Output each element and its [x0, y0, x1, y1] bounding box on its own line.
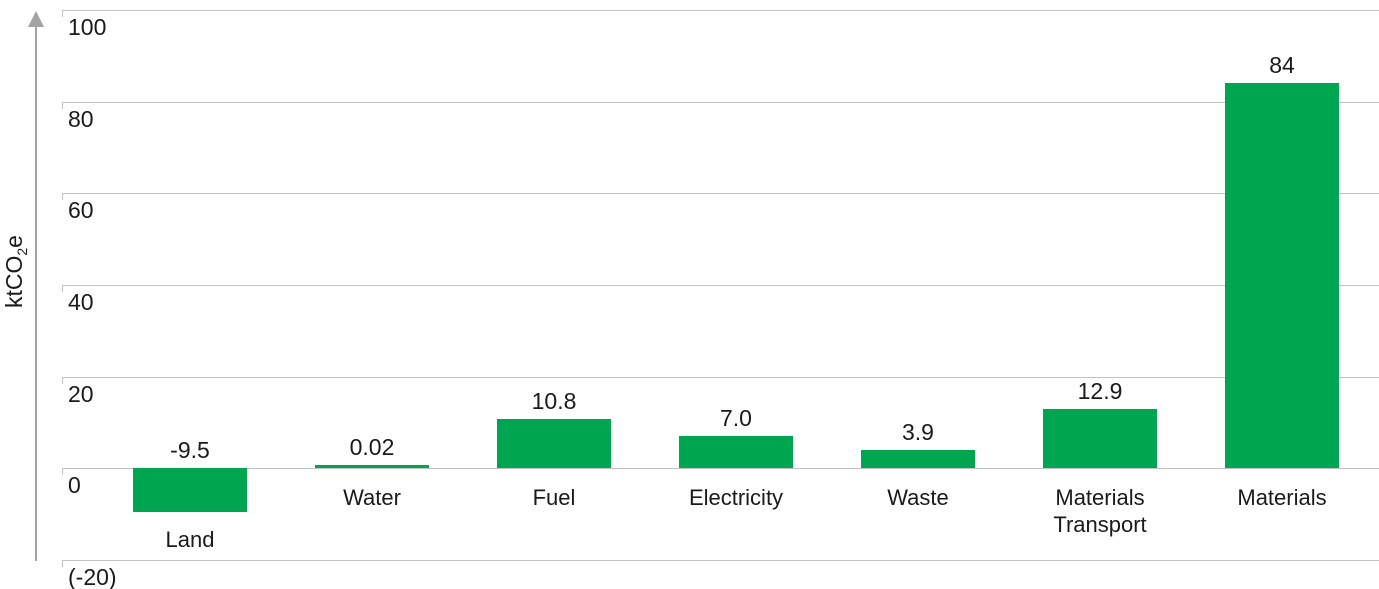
category-label-land: Land [99, 526, 281, 553]
gridline-20 [62, 376, 1379, 378]
y-tick-label: 20 [68, 380, 94, 407]
y-axis-title-pre: ktCO [1, 255, 27, 308]
value-label-materials-transport: 12.9 [1077, 378, 1123, 405]
y-tick-mark [62, 285, 63, 292]
value-label-waste: 3.9 [902, 419, 934, 446]
gridline-0 [62, 468, 1379, 470]
category-label-line: Materials [1237, 485, 1327, 510]
y-axis-line [35, 22, 37, 561]
category-label-materials-transport: Materials Transport [1009, 484, 1191, 538]
value-label-fuel: 10.8 [531, 387, 577, 414]
bar-land [133, 468, 247, 512]
value-label-materials: 84 [1269, 52, 1295, 79]
category-label-waste: Waste [827, 484, 1009, 511]
y-tick-label: 60 [68, 197, 94, 224]
category-label-electricity: Electricity [645, 484, 827, 511]
y-tick-label: 40 [68, 289, 94, 315]
category-label-fuel: Fuel [463, 484, 645, 511]
gridline-100 [62, 10, 1379, 11]
category-label-line: Water [343, 485, 401, 510]
y-axis-arrow-icon [28, 11, 44, 27]
category-label-water: Water [281, 484, 463, 511]
y-tick-mark [62, 560, 63, 567]
gridline-80 [62, 101, 1379, 103]
bar-water [315, 465, 429, 469]
value-label-electricity: 7.0 [720, 405, 752, 432]
category-label-line: Transport [1053, 512, 1147, 537]
bar-materials-transport [1043, 409, 1157, 469]
gridline-60 [62, 193, 1379, 195]
category-label-line: Land [165, 526, 215, 552]
y-tick-label: 100 [68, 14, 107, 40]
y-tick-mark [62, 193, 63, 201]
category-label-line: Materials [1055, 485, 1145, 510]
y-tick-mark [62, 468, 63, 476]
y-tick-mark [62, 10, 63, 17]
value-label-land: -9.5 [170, 437, 210, 464]
y-tick-label: (-20) [68, 564, 117, 589]
y-axis-title-post: e [1, 235, 27, 248]
category-label-line: Waste [887, 485, 949, 510]
bar-materials [1225, 83, 1339, 469]
y-tick-label: 0 [68, 472, 81, 499]
gridline--20 [62, 560, 1379, 561]
bar-waste [861, 450, 975, 469]
category-label-line: Electricity [688, 485, 784, 510]
category-label-materials: Materials [1191, 484, 1373, 511]
gridline-40 [62, 285, 1379, 286]
y-tick-mark [62, 376, 63, 384]
y-axis-title-subscript: 2 [14, 247, 30, 256]
y-tick-mark [62, 101, 63, 109]
category-label-line: Fuel [532, 485, 576, 510]
y-axis-title: ktCO2e [1, 235, 30, 308]
value-label-water: 0.02 [349, 434, 395, 461]
bar-fuel [497, 418, 611, 469]
y-tick-label: 80 [68, 105, 94, 132]
bar-electricity [679, 436, 793, 469]
